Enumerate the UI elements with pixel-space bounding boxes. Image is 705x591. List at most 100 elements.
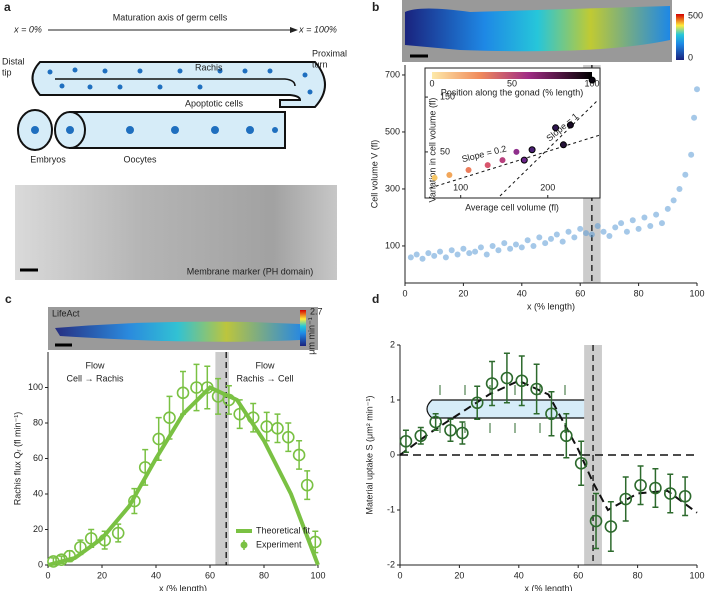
inset-point [528,146,536,154]
marker [429,415,442,429]
marker [201,381,214,394]
point [524,237,531,244]
point [472,248,479,255]
x-axis-label: x (% length) [524,583,572,591]
c-colorbar [300,310,306,346]
error-bar [204,365,211,410]
point [483,251,490,258]
label: x = 0% [13,24,42,34]
error-bar [50,557,57,566]
point [629,217,636,224]
point [635,225,642,232]
label: Membrane marker (PH domain) [187,266,314,276]
inset-point [559,141,567,149]
y-tick-label: 500 [385,126,400,136]
point [507,245,514,252]
error-bar [312,530,319,554]
y-tick-label: 80 [33,417,43,427]
marker [456,426,469,440]
error-bar [652,468,659,508]
y-axis-label: Rachis flux Qᵣ (fl min⁻¹) [12,412,22,505]
x-tick-label: 80 [634,288,644,298]
point [413,251,420,258]
flow-label: Flow [85,360,105,370]
inset-point [513,148,520,155]
y-tick-label: 50 [440,146,450,156]
x-tick-label: 100 [689,570,704,580]
inset-colorbar [432,72,592,79]
x-axis-label: x (% length) [159,583,207,591]
error-bar [166,395,173,440]
x-tick-label: 20 [454,570,464,580]
point [536,234,543,241]
slope-line [499,99,599,197]
y-tick-label: 0 [38,559,43,569]
marker [84,532,98,545]
error-bar [622,476,629,522]
label: tip [2,67,12,77]
point [542,240,549,247]
d-inset-diagram [426,385,591,433]
point [442,254,449,261]
y-tick-label: 100 [385,240,400,250]
error-bar [474,385,481,420]
error-bar [548,391,555,437]
b-colorbar [676,14,684,60]
point [600,228,607,235]
marker [574,456,588,470]
error-bar [155,416,162,462]
arrow-head [290,27,298,33]
error-bar [263,411,270,442]
panel-letter: b [372,0,379,14]
panel-letter: a [4,0,11,14]
point [448,247,455,254]
error-bar [193,363,200,412]
y-tick-label: 150 [440,91,455,101]
point [548,235,554,242]
point [588,231,595,238]
inset-point [566,121,574,129]
x-tick-label: 60 [205,570,215,580]
point [664,205,671,212]
point [419,255,426,262]
colorbar-label: μm min⁻¹ [306,317,316,354]
y-tick-label: 20 [33,524,43,534]
error-bar [274,413,281,444]
marker [163,411,176,424]
error-bar [304,470,311,501]
point [623,228,630,235]
marker [308,535,322,549]
y-tick-label: 60 [33,453,43,463]
error-bar [667,473,674,514]
x-tick-label: 80 [259,570,269,580]
error-bar [578,440,585,486]
y-axis-label: Cell volume V (fl) [369,140,379,209]
y-tick-label: 2 [390,339,395,349]
x-tick-label: 0 [397,570,402,580]
x-tick-label: 40 [151,570,161,580]
label: Maturation axis of germ cells [113,12,228,22]
marker [176,386,190,400]
error-bar [489,360,496,407]
colorbar-tick: 50 [507,78,517,88]
y-tick-label: 1 [390,394,395,404]
marker [444,423,457,437]
point [691,114,698,121]
panel-letter: c [5,292,12,306]
x-tick-label: 200 [540,182,555,192]
x-tick-label: 100 [453,182,468,192]
flow-label: Rachis → Cell [236,373,293,383]
error-bar [503,352,510,404]
y-tick-label: 0 [390,449,395,459]
marker [545,407,558,421]
x-tick-label: 40 [514,570,524,580]
marker [414,429,428,443]
membrane-image [15,185,337,280]
point [653,211,660,218]
inset-point [465,167,472,174]
marker [634,478,647,492]
point [618,220,625,227]
marker [678,489,692,503]
rachis-line [55,78,296,87]
